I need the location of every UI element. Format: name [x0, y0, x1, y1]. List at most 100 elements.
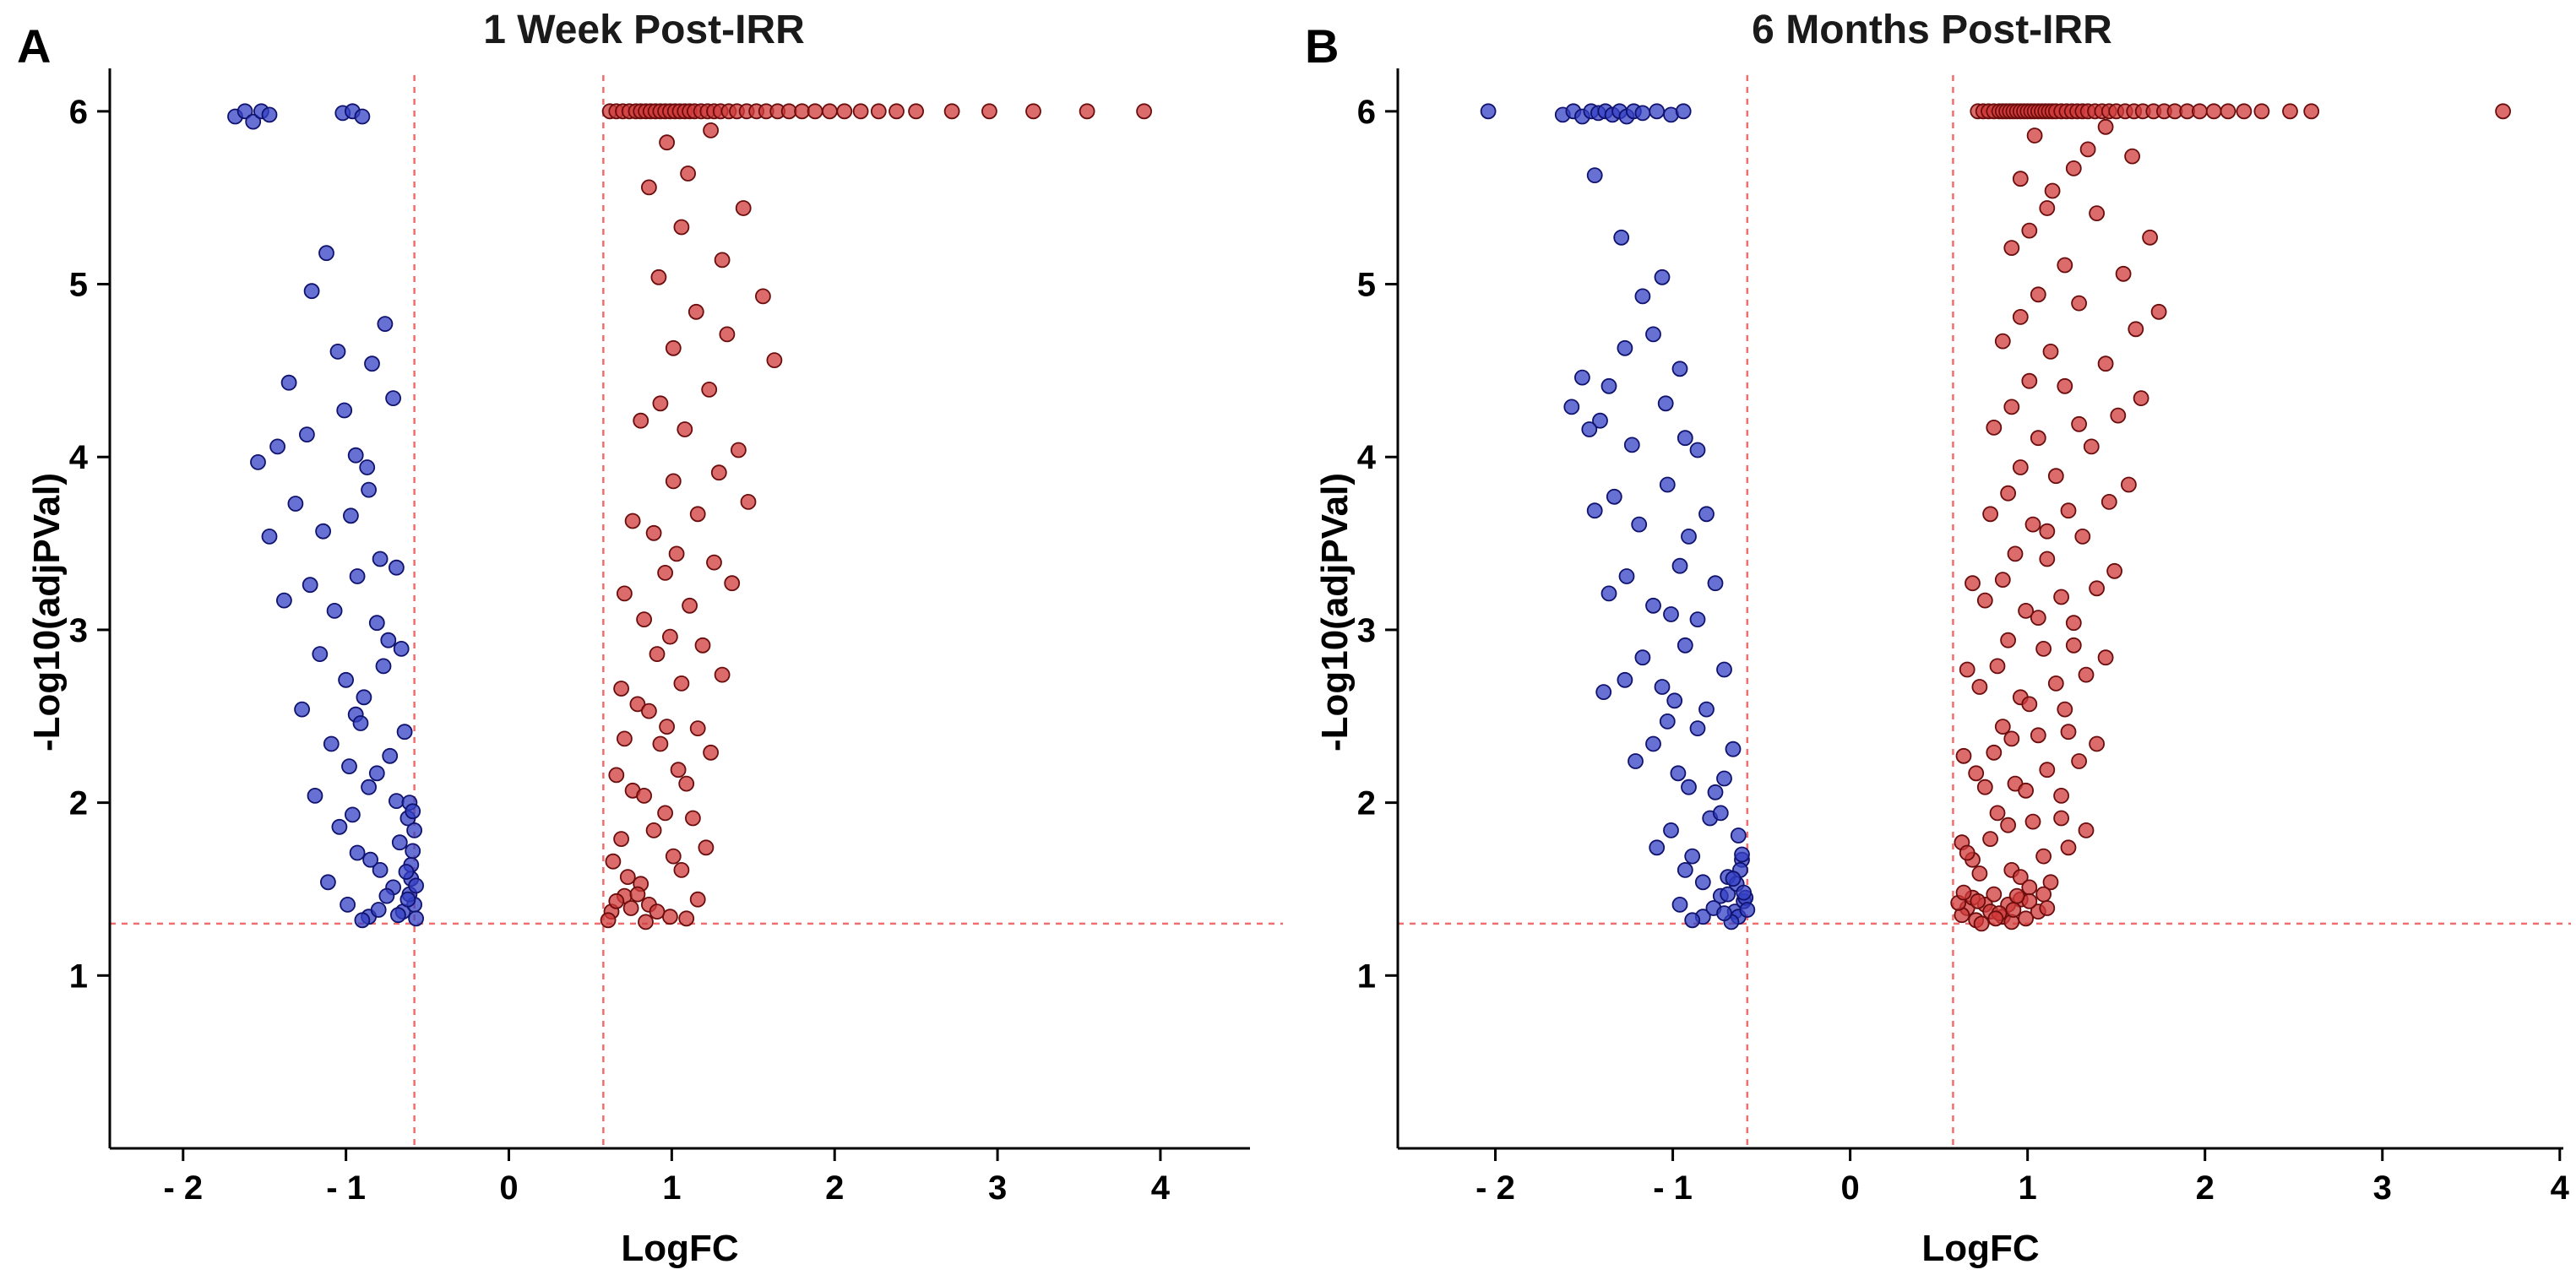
upregulated-point — [687, 303, 704, 320]
upregulated-point — [2078, 822, 2095, 838]
upregulated-point — [2097, 355, 2114, 372]
y-tick-label: 5 — [69, 267, 88, 304]
upregulated-point — [981, 103, 997, 120]
upregulated-point — [2253, 103, 2270, 120]
downregulated-point — [1671, 557, 1688, 574]
panel-b-y-axis-label: -Log10(adjPVal) — [1314, 472, 1356, 752]
downregulated-point — [406, 822, 423, 838]
downregulated-point — [344, 806, 361, 823]
downregulated-point — [1694, 874, 1711, 891]
upregulated-point — [629, 696, 646, 713]
downregulated-point — [294, 701, 311, 718]
downregulated-point — [261, 106, 278, 123]
downregulated-point — [245, 113, 262, 130]
upregulated-point — [2057, 377, 2073, 394]
upregulated-point — [2000, 817, 2016, 833]
downregulated-point — [382, 747, 399, 764]
upregulated-point — [1986, 886, 2003, 903]
downregulated-point — [1677, 637, 1693, 654]
x-tick-label: - 1 — [1653, 1169, 1693, 1207]
upregulated-point — [613, 831, 629, 847]
upregulated-point — [638, 914, 654, 930]
upregulated-point — [662, 628, 678, 645]
upregulated-point — [678, 910, 695, 927]
upregulated-point — [645, 822, 662, 838]
y-tick-label: 1 — [69, 958, 88, 995]
upregulated-point — [649, 903, 666, 920]
upregulated-point — [1973, 915, 1990, 932]
downregulated-point — [1631, 516, 1648, 533]
upregulated-point — [1989, 805, 2006, 822]
upregulated-point — [1986, 419, 2003, 436]
downregulated-point — [1675, 103, 1692, 120]
x-tick-label: - 2 — [1475, 1169, 1515, 1207]
upregulated-point — [2018, 603, 2034, 619]
downregulated-point — [1730, 827, 1747, 844]
downregulated-point — [1698, 506, 1715, 523]
downregulated-point — [1671, 897, 1688, 913]
panel-b-title: 6 Months Post-IRR — [1752, 8, 2112, 52]
downregulated-point — [1617, 339, 1633, 356]
upregulated-point — [1965, 575, 1981, 592]
y-tick-label: 2 — [1357, 785, 1376, 822]
upregulated-point — [2021, 879, 2038, 896]
upregulated-point — [659, 134, 675, 151]
upregulated-point — [694, 637, 711, 654]
upregulated-point — [665, 339, 682, 356]
upregulated-point — [701, 381, 718, 398]
downregulated-point — [1659, 476, 1676, 493]
x-tick-label: - 1 — [326, 1169, 366, 1207]
y-tick-label: 3 — [1357, 612, 1376, 649]
upregulated-point — [719, 326, 736, 343]
downregulated-point — [1666, 692, 1683, 709]
downregulated-point — [1681, 529, 1697, 545]
downregulated-point — [368, 615, 385, 632]
upregulated-point — [703, 122, 719, 138]
upregulated-point — [2071, 295, 2087, 312]
upregulated-point — [617, 585, 633, 602]
downregulated-point — [329, 343, 346, 360]
upregulated-point — [2012, 869, 2029, 885]
upregulated-point — [685, 810, 701, 827]
upregulated-point — [613, 681, 629, 697]
downregulated-point — [326, 603, 343, 619]
downregulated-point — [1657, 395, 1674, 412]
upregulated-point — [2024, 516, 2041, 533]
upregulated-point — [2042, 343, 2059, 360]
upregulated-point — [710, 464, 727, 481]
upregulated-point — [2003, 399, 2020, 415]
upregulated-point — [2205, 103, 2222, 120]
upregulated-point — [668, 545, 685, 562]
y-tick-label: 5 — [1357, 267, 1376, 304]
downregulated-point — [405, 843, 421, 860]
upregulated-point — [689, 506, 706, 523]
upregulated-point — [2053, 810, 2069, 827]
upregulated-point — [836, 103, 853, 120]
upregulated-point — [1955, 747, 1972, 764]
upregulated-point — [2003, 730, 2020, 747]
panel-a: A 1 Week Post-IRR -Log10(adjPVal) 1 2 3 4 5 6… — [17, 8, 1283, 1269]
upregulated-point — [2042, 874, 2059, 891]
upregulated-point — [617, 730, 633, 747]
upregulated-point — [2030, 430, 2046, 447]
downregulated-point — [1734, 846, 1750, 863]
upregulated-point — [1987, 910, 2004, 927]
y-tick-label: 6 — [1357, 94, 1376, 131]
upregulated-point — [645, 524, 662, 541]
downregulated-point — [1649, 839, 1666, 856]
y-tick-label: 1 — [1357, 958, 1376, 995]
upregulated-point — [689, 720, 706, 736]
downregulated-point — [315, 523, 332, 540]
upregulated-point — [2089, 580, 2105, 597]
upregulated-point — [1970, 892, 1986, 909]
downregulated-point — [303, 283, 320, 300]
volcano-plot-1-week: 1 2 3 4 5 6 - 2 - 1 0 1 2 3 4 — [69, 68, 1283, 1207]
upregulated-point — [2039, 762, 2056, 779]
x-tick-label: 4 — [1151, 1169, 1171, 1207]
downregulated-point — [368, 765, 385, 782]
upregulated-point — [822, 103, 838, 120]
upregulated-point — [740, 494, 757, 510]
downregulated-point — [331, 818, 348, 835]
downregulated-point — [1586, 502, 1603, 519]
panel-a-y-axis-label: -Log10(adjPVal) — [26, 472, 68, 752]
